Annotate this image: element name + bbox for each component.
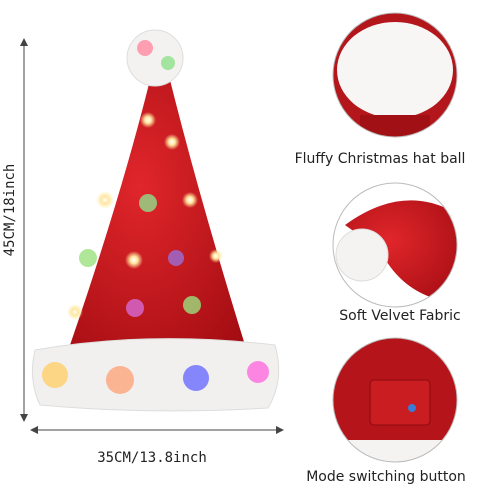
detail-ball <box>333 13 457 137</box>
dimension-lines <box>20 38 284 434</box>
detail-frame <box>332 182 458 308</box>
santa-hat <box>31 29 280 412</box>
feature-label: Soft Velvet Fabric <box>339 308 460 324</box>
feature-label: Mode switching button <box>306 469 466 485</box>
height-label: 45CM/18inch <box>2 164 18 257</box>
lights <box>42 40 269 394</box>
detail-frame <box>332 337 458 463</box>
detail-fabric <box>333 183 457 307</box>
width-label: 35CM/13.8inch <box>97 450 207 466</box>
detail-frame <box>332 12 458 138</box>
feature-label: Fluffy Christmas hat ball <box>295 151 466 167</box>
detail-button <box>333 338 457 462</box>
